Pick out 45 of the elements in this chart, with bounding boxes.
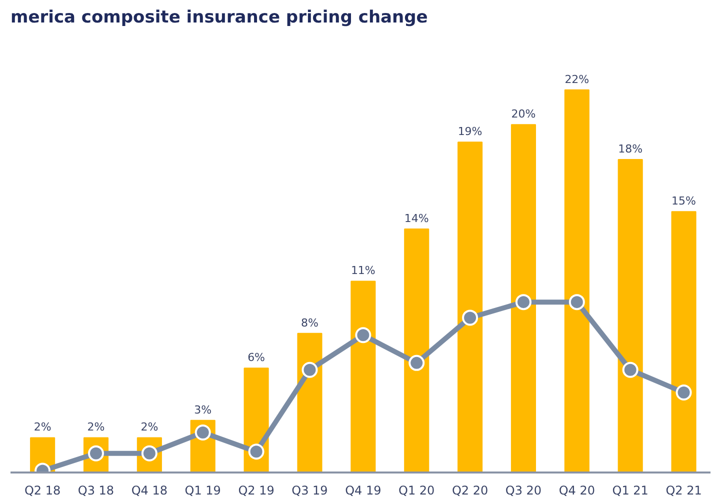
x-tick-label: Q2 20 (452, 484, 488, 498)
point (462, 310, 478, 326)
data-label: 3% (194, 403, 212, 416)
chart-title: merica composite insurance pricing change (10, 8, 428, 28)
point (515, 294, 532, 310)
data-label: 2% (87, 420, 105, 434)
bar (404, 228, 430, 472)
x-tick-label: Q3 20 (505, 484, 542, 498)
bar (618, 158, 643, 472)
point (676, 384, 692, 400)
x-tick-label: Q4 20 (558, 484, 595, 498)
bar (458, 142, 483, 472)
data-label: 2% (140, 420, 158, 434)
data-label: 19% (458, 125, 482, 138)
point (355, 327, 372, 344)
data-label: 18% (618, 142, 643, 156)
x-tick-label: Q4 18 (131, 484, 168, 498)
point (194, 424, 211, 440)
bar (510, 124, 536, 472)
x-tick-label: Q2 19 (238, 484, 274, 498)
data-label: 8% (301, 316, 318, 330)
data-label: 14% (404, 212, 429, 226)
x-tick-label: Q1 20 (398, 484, 435, 498)
bar (297, 332, 322, 472)
data-label: 11% (350, 264, 376, 278)
point (568, 294, 585, 310)
point (248, 444, 264, 460)
x-tick-label: Q3 18 (78, 484, 114, 498)
x-tick-label: Q4 19 (345, 484, 382, 498)
point (408, 354, 425, 371)
data-label: 22% (564, 72, 590, 86)
data-label: 6% (248, 351, 266, 364)
data-label: 15% (672, 194, 696, 208)
bar (671, 211, 696, 472)
bar (350, 280, 376, 472)
data-label: 20% (511, 108, 536, 121)
point (622, 362, 638, 378)
bar (564, 89, 590, 472)
x-tick-label: Q1 21 (612, 484, 648, 498)
x-tick-label: Q2 18 (24, 484, 61, 498)
point (302, 362, 318, 378)
data-label: 2% (34, 420, 52, 434)
x-tick-label: Q1 19 (184, 484, 221, 498)
x-tick-label: Q2 21 (666, 484, 702, 498)
x-tick-label: Q3 19 (292, 484, 328, 498)
